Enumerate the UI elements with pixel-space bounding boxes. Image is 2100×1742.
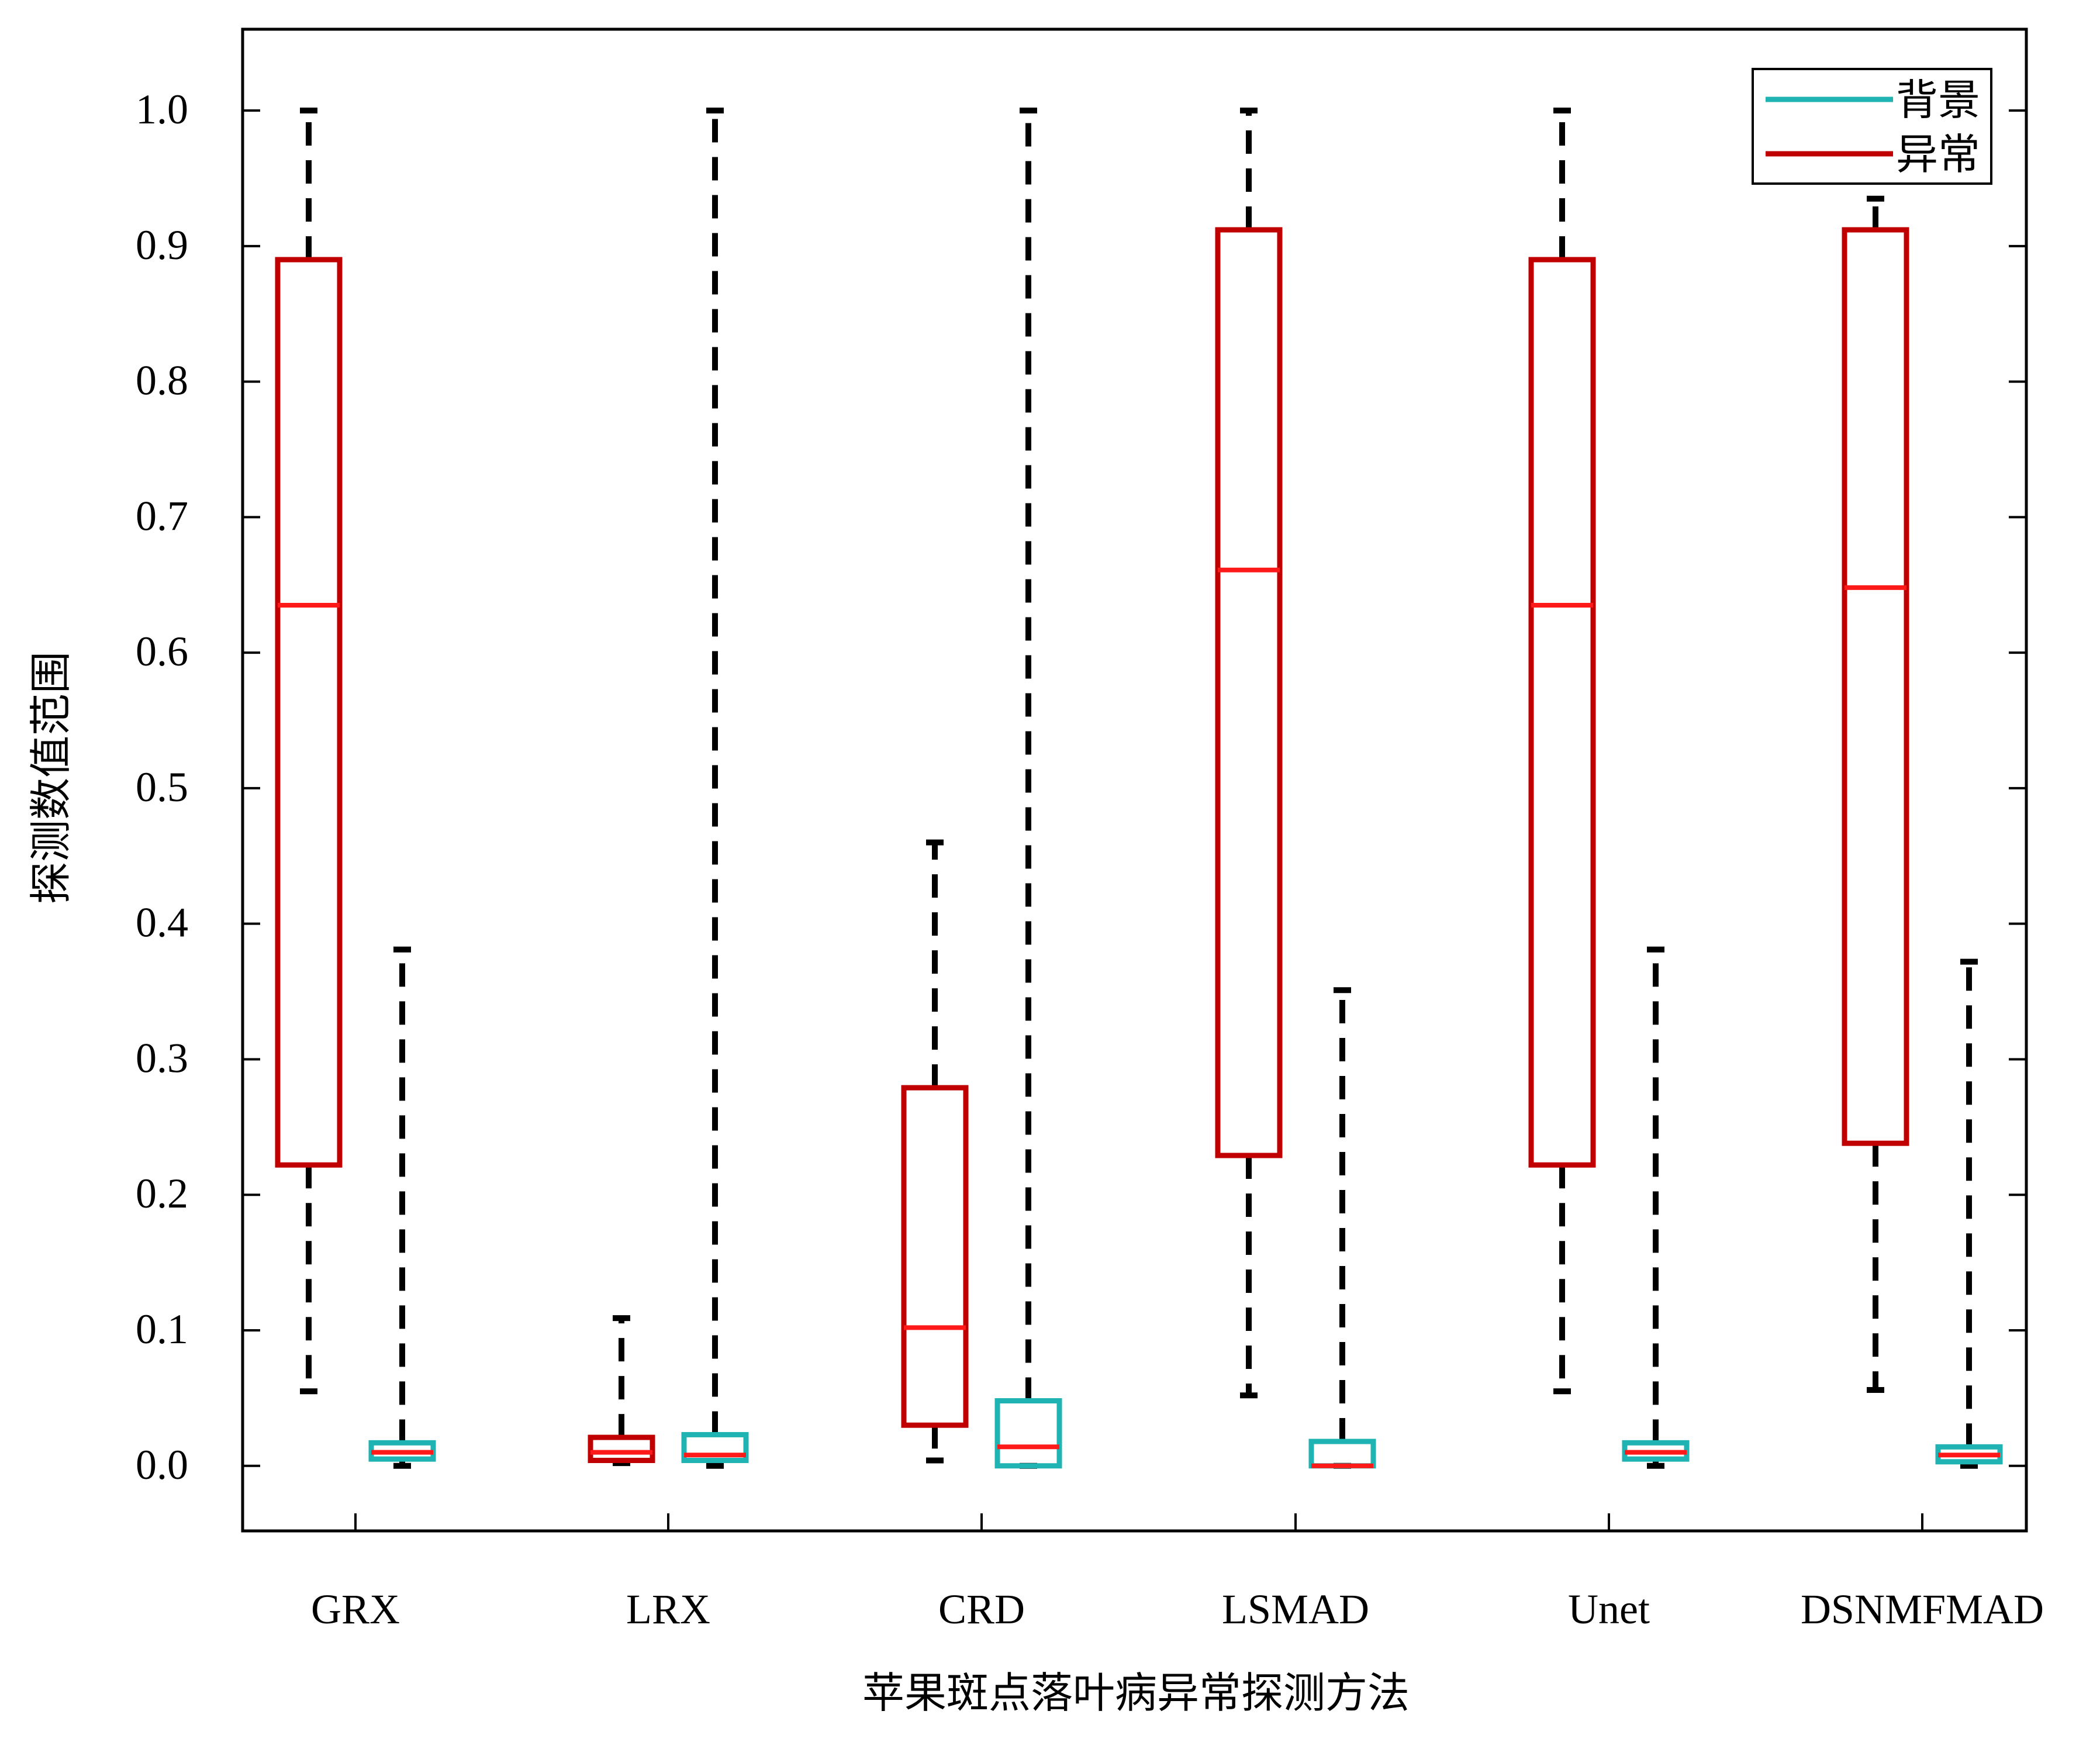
- box-background-dsnmfmad: [1935, 958, 2003, 1469]
- y-tick-label: 0.9: [136, 222, 188, 268]
- iqr-box: [994, 1398, 1062, 1469]
- y-tick-label: 0.0: [136, 1441, 188, 1488]
- box-anomaly-crd: [901, 839, 969, 1464]
- iqr-box: [1215, 227, 1283, 1158]
- box-background-grx: [368, 946, 436, 1469]
- x-tick-label: LSMAD: [1222, 1586, 1369, 1633]
- box-background-unet: [1622, 946, 1690, 1469]
- x-tick-label: LRX: [626, 1586, 710, 1633]
- box-background-lsmad: [1308, 987, 1376, 1469]
- iqr-box: [1842, 227, 1909, 1146]
- iqr-box: [1308, 1439, 1376, 1469]
- y-tick-label: 0.4: [136, 899, 188, 946]
- box-anomaly-lsmad: [1215, 108, 1283, 1399]
- x-axis-label: 苹果斑点落叶病异常探测方法: [862, 1670, 1410, 1717]
- iqr-box: [901, 1085, 969, 1428]
- box-anomaly-dsnmfmad: [1842, 195, 1909, 1393]
- box-anomaly-lrx: [588, 1315, 655, 1467]
- legend: 背景 异常: [1752, 68, 1992, 185]
- legend-label-anomaly: 异常: [1896, 132, 1980, 178]
- legend-box: [1752, 68, 1992, 185]
- x-tick-label: DSNMFMAD: [1801, 1586, 2044, 1633]
- y-tick-label: 0.5: [136, 764, 188, 810]
- y-tick-label: 0.6: [136, 628, 188, 675]
- box-series: [275, 108, 2003, 1469]
- box-background-crd: [994, 108, 1062, 1469]
- axis-ticks: 0.0 0.1 0.2 0.3 0.4 0.5 0.6 0.7 0.8 0.9 1.0 GRX LRX C…: [136, 86, 2044, 1633]
- iqr-box: [681, 1431, 749, 1463]
- box-background-lrx: [681, 108, 749, 1469]
- iqr-box: [275, 257, 343, 1168]
- y-tick-label: 0.2: [136, 1170, 188, 1217]
- y-tick-label: 0.8: [136, 357, 188, 404]
- y-axis-label: 探测数值范围: [28, 651, 75, 904]
- legend-label-background: 背景: [1896, 77, 1980, 124]
- y-tick-label: 1.0: [136, 86, 188, 133]
- y-tick-label: 0.1: [136, 1306, 188, 1353]
- iqr-box: [1528, 257, 1596, 1168]
- iqr-box: [588, 1434, 655, 1463]
- plot-frame: [241, 27, 2028, 1533]
- x-tick-label: Unet: [1568, 1586, 1650, 1633]
- y-tick-label: 0.3: [136, 1034, 188, 1081]
- x-tick-label: CRD: [938, 1586, 1025, 1633]
- box-anomaly-unet: [1528, 108, 1596, 1395]
- y-tick-label: 0.7: [136, 492, 188, 539]
- x-tick-label: GRX: [311, 1586, 400, 1633]
- box-anomaly-grx: [275, 108, 343, 1395]
